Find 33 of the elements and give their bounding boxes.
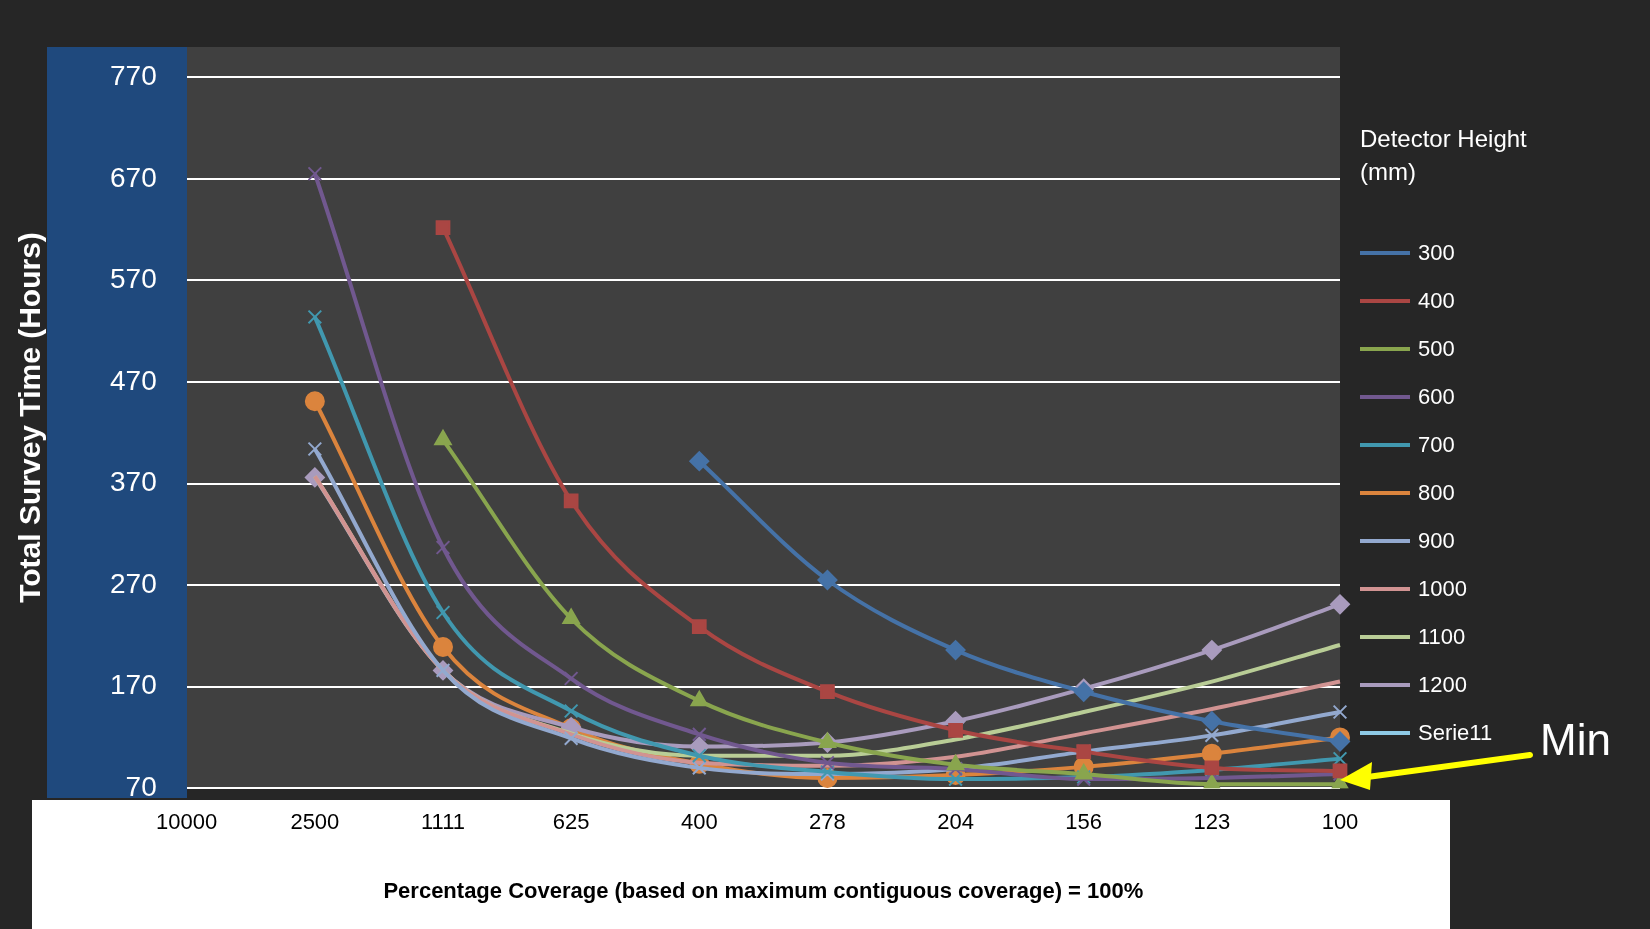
legend-label: 900 bbox=[1418, 527, 1455, 554]
legend-label: 1100 bbox=[1418, 623, 1466, 650]
y-tick-label: 370 bbox=[110, 466, 157, 498]
y-axis-title: Total Survey Time (Hours) bbox=[13, 232, 47, 603]
x-tick-label: 625 bbox=[552, 809, 590, 835]
y-tick-label: 770 bbox=[110, 59, 157, 91]
legend-label: 800 bbox=[1418, 479, 1455, 506]
x-axis-title: Percentage Coverage (based on maximum contiguous coverage) = 100% bbox=[383, 877, 1144, 903]
legend-label: 1200 bbox=[1418, 671, 1467, 698]
y-tick-label: 670 bbox=[110, 161, 157, 193]
x-tick-label: 1111 bbox=[420, 809, 466, 835]
legend-label: 700 bbox=[1418, 431, 1455, 458]
x-tick-label: 123 bbox=[1193, 809, 1231, 835]
x-tick-label: 204 bbox=[937, 809, 974, 835]
x-tick-label: 100 bbox=[1321, 809, 1359, 835]
legend-label: 500 bbox=[1418, 335, 1455, 362]
x-tick-label: 400 bbox=[680, 809, 718, 835]
legend-label: 1000 bbox=[1418, 575, 1467, 602]
text: Min bbox=[1540, 715, 1611, 765]
y-tick-label: 270 bbox=[110, 567, 157, 599]
legend-label: 300 bbox=[1418, 239, 1455, 266]
y-tick-label: 470 bbox=[110, 364, 157, 396]
y-tick-label: 70 bbox=[125, 770, 157, 802]
legend-label: Serie11 bbox=[1418, 719, 1493, 746]
y-tick-label: 170 bbox=[110, 669, 157, 701]
y-tick-label: 570 bbox=[110, 263, 157, 295]
x-tick-label: 156 bbox=[1065, 809, 1103, 835]
x-tick-label: 278 bbox=[809, 809, 846, 835]
x-tick-label: 2500 bbox=[290, 809, 340, 835]
legend-label: 600 bbox=[1418, 383, 1455, 410]
legend-label: 400 bbox=[1418, 287, 1455, 314]
legend-title: Detector Height (mm) bbox=[1360, 123, 1528, 188]
x-tick-label: 10000 bbox=[156, 809, 218, 835]
